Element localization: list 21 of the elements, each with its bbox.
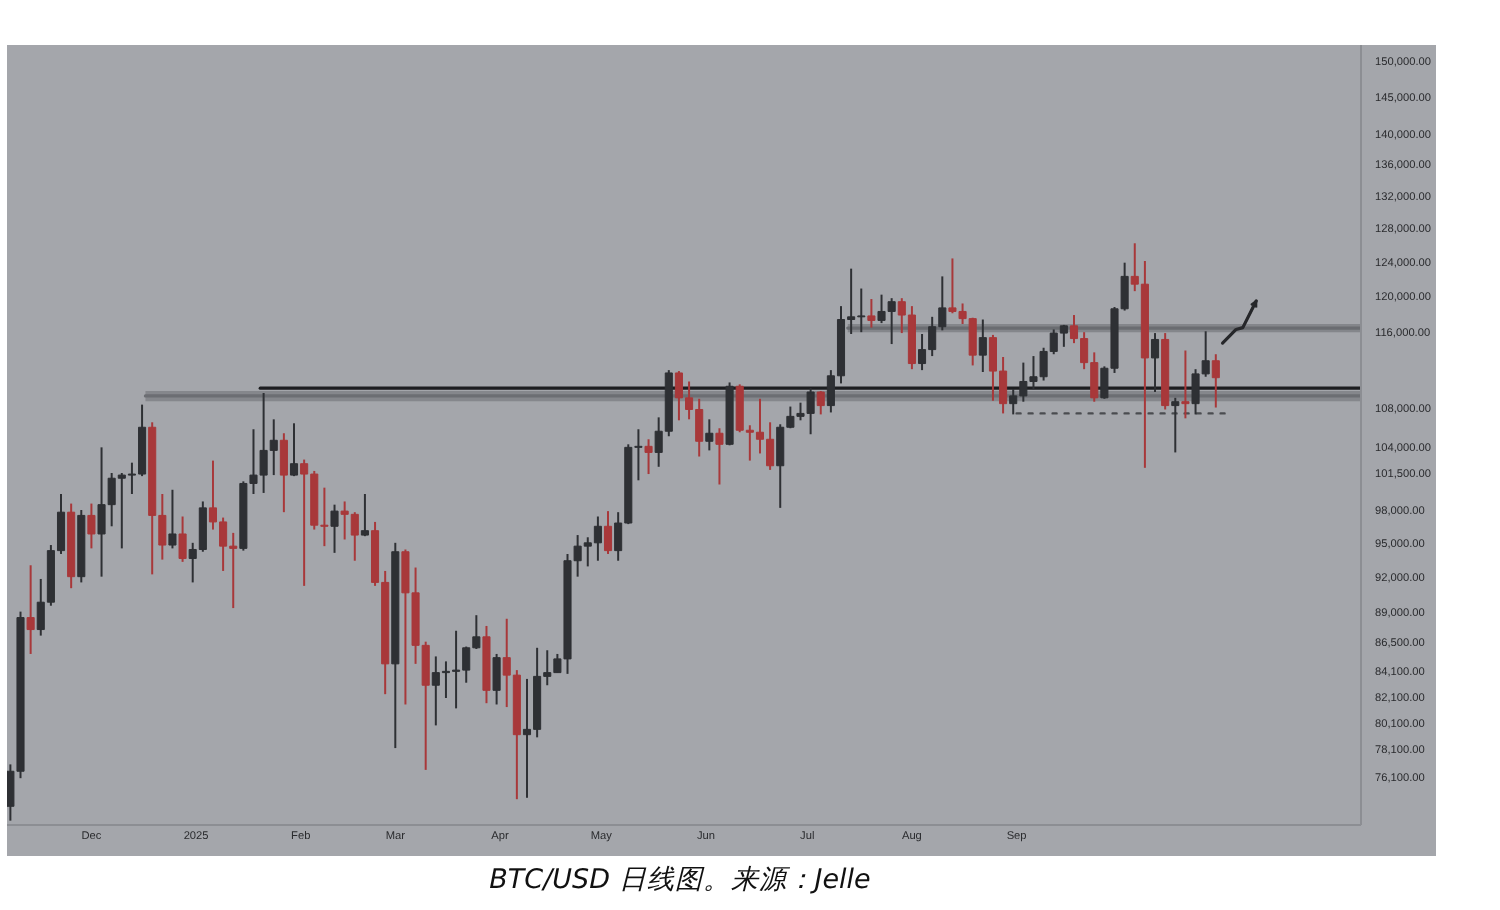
candlestick [1211, 353, 1220, 409]
candlestick [360, 493, 369, 538]
candlestick [1181, 349, 1190, 420]
candlestick [330, 503, 339, 554]
candlestick [644, 438, 653, 476]
candlestick [178, 515, 187, 563]
candlestick [1171, 396, 1180, 454]
candlestick [289, 422, 299, 478]
candlestick [26, 564, 35, 655]
candlestick [705, 418, 714, 452]
text: BTC/USD 日线图。来源：Jelle [489, 862, 871, 900]
candlestick [816, 390, 825, 416]
candlestick [168, 488, 177, 550]
candlestick [87, 502, 96, 550]
candlestick [978, 318, 987, 374]
candlestick [867, 298, 876, 329]
candlestick [1150, 332, 1160, 394]
candlestick [715, 427, 724, 486]
candlestick [603, 510, 613, 555]
candlestick [492, 652, 501, 706]
candlestick [279, 432, 288, 514]
